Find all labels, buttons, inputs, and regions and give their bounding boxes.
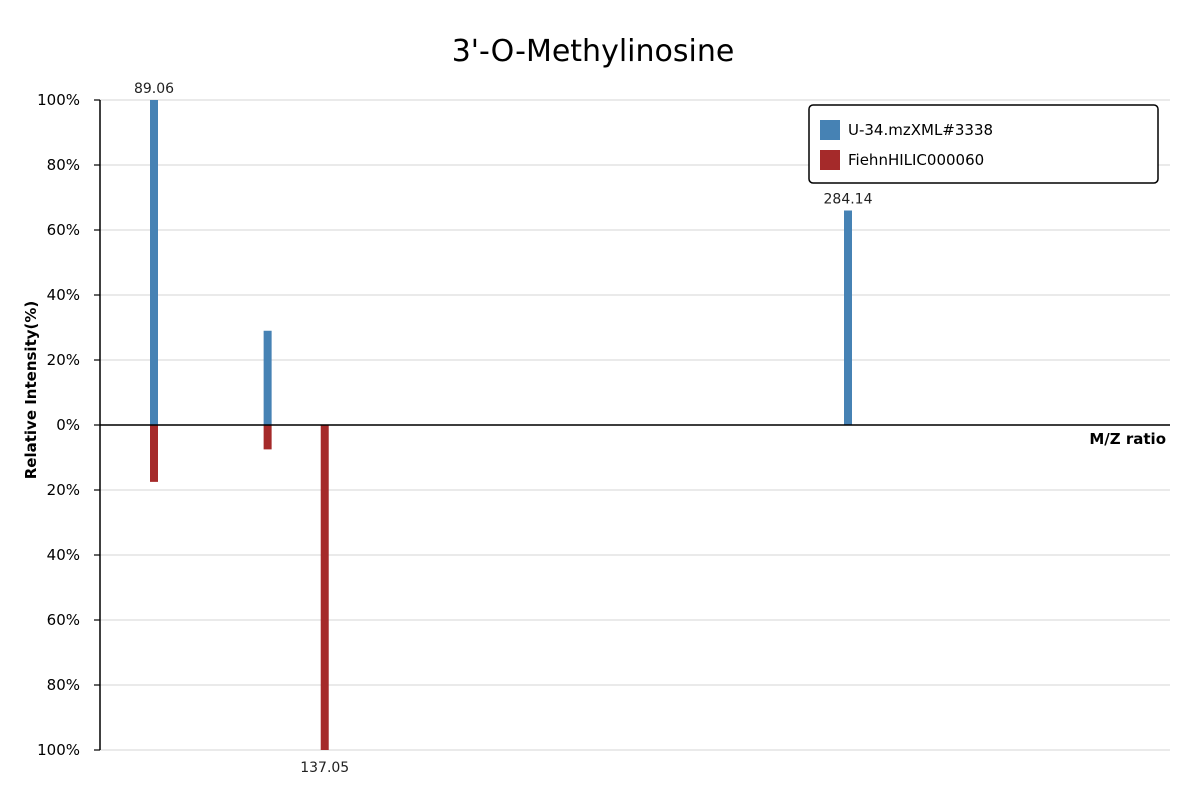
peak-bar-reference — [263, 425, 272, 450]
y-tick-label: 20% — [47, 351, 80, 369]
peak-label: 89.06 — [134, 81, 174, 97]
y-tick-label: 80% — [47, 156, 80, 174]
chart-title: 3'-O-Methylinosine — [452, 34, 735, 69]
peak-bar-query — [844, 210, 852, 425]
peak-bar-reference — [150, 425, 158, 482]
y-tick-label: 60% — [47, 611, 80, 629]
y-axis-ticks: 100% 80% 60% 40% 20% 0% 20% 40% 60% 80% 100% — [37, 91, 100, 759]
y-tick-label: 100% — [37, 741, 80, 759]
peak-bar-query — [263, 330, 272, 425]
peak-bars — [150, 100, 852, 750]
peak-bar-reference — [320, 425, 329, 750]
legend-swatch-0 — [820, 120, 840, 140]
legend-box — [808, 104, 1159, 184]
y-tick-label: 0% — [56, 416, 80, 434]
peak-bar-query — [150, 100, 158, 425]
peak-label: 284.14 — [824, 192, 873, 208]
legend-swatch-1 — [820, 150, 840, 170]
peak-labels: 89.06 284.14 137.05 — [134, 81, 873, 776]
y-tick-label: 60% — [47, 221, 80, 239]
legend: U-34.mzXML#3338 FiehnHILIC000060 — [808, 104, 1159, 184]
y-tick-label: 100% — [37, 91, 80, 109]
y-axis-label: Relative Intensity(%) — [22, 301, 40, 480]
x-axis-label: M/Z ratio — [1089, 430, 1166, 448]
legend-label-1: FiehnHILIC000060 — [848, 151, 984, 169]
y-tick-label: 80% — [47, 676, 80, 694]
legend-label-0: U-34.mzXML#3338 — [848, 121, 993, 139]
y-tick-label: 40% — [47, 546, 80, 564]
y-tick-label: 20% — [47, 481, 80, 499]
y-tick-label: 40% — [47, 286, 80, 304]
peak-label: 137.05 — [300, 760, 349, 776]
